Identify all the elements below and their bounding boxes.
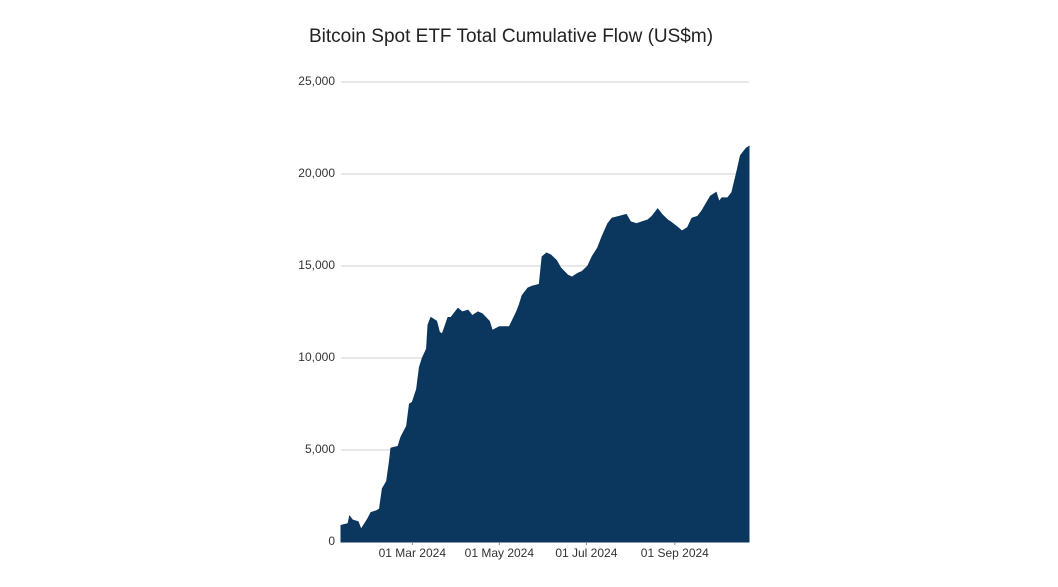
- y-tick-label: 10,000: [298, 350, 335, 364]
- area: [340, 145, 750, 543]
- x-tick-label: 01 Sep 2024: [641, 546, 709, 560]
- y-tick-label: 15,000: [298, 258, 335, 272]
- chart-title: Bitcoin Spot ETF Total Cumulative Flow (…: [309, 26, 713, 47]
- y-tick-label: 25,000: [298, 74, 335, 88]
- y-tick-label: 20,000: [298, 166, 335, 180]
- x-tick-label: 01 Jul 2024: [555, 546, 617, 560]
- y-tick-label: 0: [328, 534, 335, 548]
- x-tick-label: 01 Mar 2024: [379, 546, 447, 560]
- x-tick-label: 01 May 2024: [465, 546, 535, 560]
- y-tick-label: 5,000: [305, 442, 335, 456]
